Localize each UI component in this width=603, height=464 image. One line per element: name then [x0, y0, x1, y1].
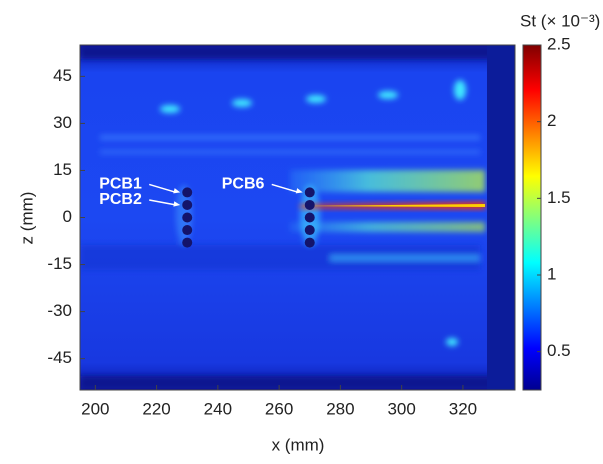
colorbar: [522, 44, 542, 391]
x-tick-label: 220: [142, 399, 170, 418]
y-axis-label: z (mm): [17, 192, 36, 245]
colorbar-label: St (× 10⁻³): [520, 11, 600, 30]
sensor: [304, 187, 315, 198]
sensor: [304, 237, 315, 248]
sensor: [304, 212, 315, 223]
annotation-arrowhead: [295, 188, 303, 194]
sensor: [304, 225, 315, 236]
annotation-arrowhead: [173, 188, 181, 194]
y-tick-label: 30: [53, 113, 72, 132]
y-tick-label: 45: [53, 66, 72, 85]
x-tick-label: 200: [81, 399, 109, 418]
field: [80, 45, 515, 390]
annotation-arrow: [149, 183, 177, 194]
sensor: [182, 212, 193, 223]
sensor: [182, 237, 193, 248]
sensor: [304, 199, 315, 210]
colorbar-tick-label: 1.5: [547, 188, 571, 207]
colorbar-tick-label: 0.5: [547, 341, 571, 360]
x-tick-label: 260: [265, 399, 293, 418]
x-tick-label: 240: [204, 399, 232, 418]
annotation-arrow: [149, 199, 177, 206]
y-tick-label: 15: [53, 160, 72, 179]
x-tick-label: 320: [449, 399, 477, 418]
annotation-arrowhead: [173, 201, 181, 207]
sensor: [182, 225, 193, 236]
annotation: PCB1: [99, 176, 142, 193]
y-tick-label: -15: [47, 254, 72, 273]
x-tick-label: 280: [326, 399, 354, 418]
colorbar-tick-label: 2.5: [547, 34, 571, 53]
x-tick-label: 300: [387, 399, 415, 418]
y-tick-label: -30: [47, 301, 72, 320]
y-tick-label: -45: [47, 348, 72, 367]
annotation: PCB6: [222, 176, 265, 193]
x-axis-label: x (mm): [272, 435, 325, 454]
y-tick-label: 0: [63, 207, 72, 226]
colorbar-tick-label: 2: [547, 111, 556, 130]
annotation-arrow: [271, 183, 299, 194]
annotation: PCB2: [99, 191, 142, 208]
sensor: [182, 199, 193, 210]
sensor: [182, 187, 193, 198]
colorbar-tick-label: 1: [547, 264, 556, 283]
